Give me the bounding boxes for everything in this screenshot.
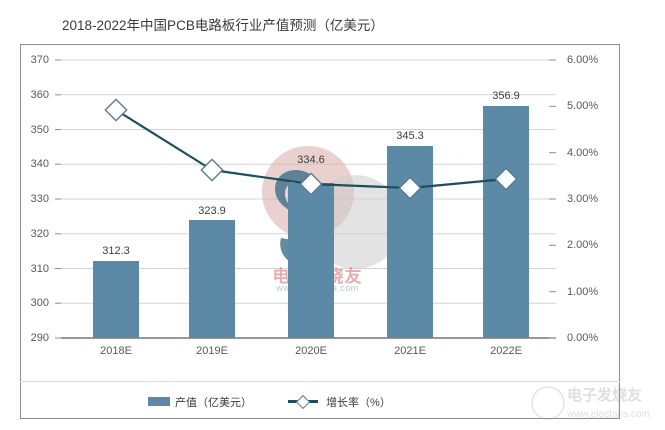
svg-text:www.elecfans.com: www.elecfans.com — [566, 409, 650, 420]
svg-text:电子发烧友: 电子发烧友 — [567, 386, 642, 404]
